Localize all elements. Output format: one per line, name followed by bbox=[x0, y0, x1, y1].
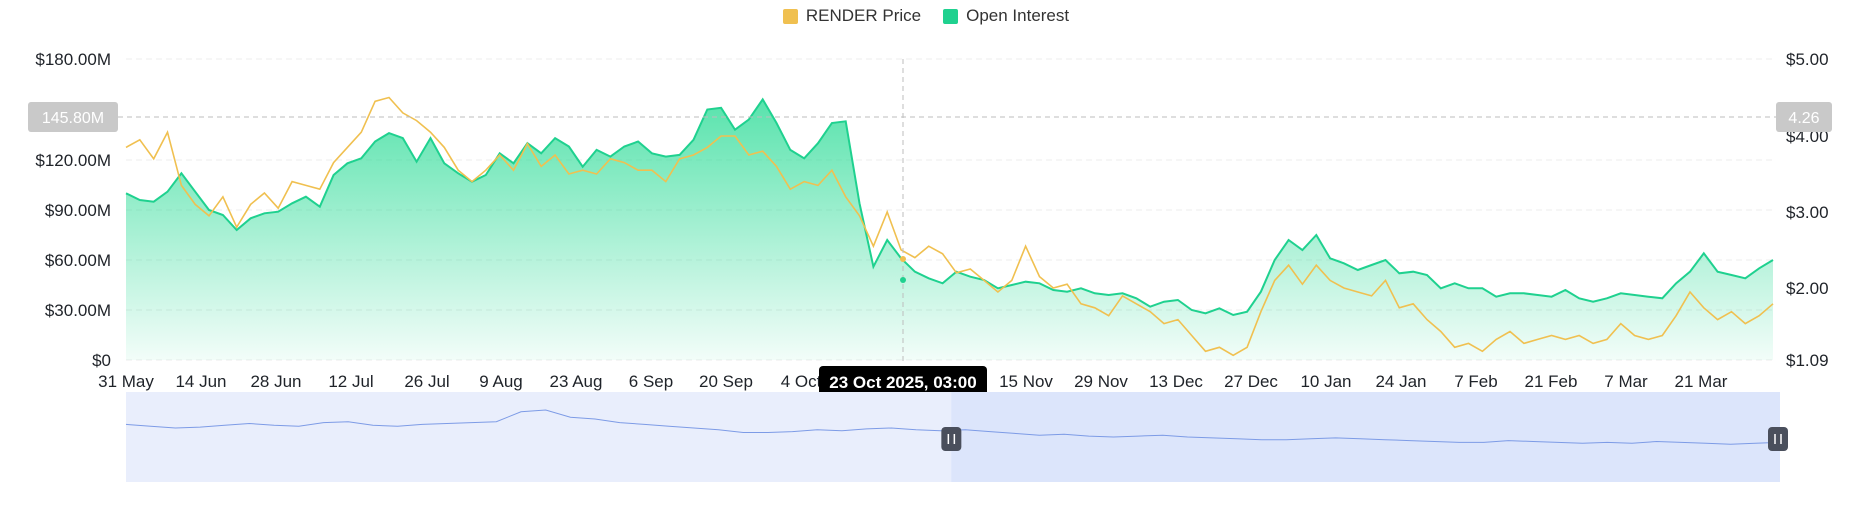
legend-item-price[interactable]: RENDER Price bbox=[782, 6, 922, 26]
x-axis-tick-label: 20 Sep bbox=[699, 372, 753, 391]
navigator-right-handle[interactable] bbox=[1768, 427, 1788, 451]
x-axis-tick-label: 23 Aug bbox=[550, 372, 603, 391]
left-crosshair-badge: 145.80M bbox=[28, 102, 118, 132]
navigator-selected-range bbox=[951, 392, 1780, 482]
navigator-left-handle[interactable] bbox=[941, 427, 962, 451]
x-axis-tick-label: 10 Jan bbox=[1300, 372, 1351, 391]
render-price-line bbox=[125, 96, 1774, 357]
x-axis-tick-label: 7 Mar bbox=[1604, 372, 1648, 391]
x-axis-tick-label: 29 Nov bbox=[1074, 372, 1128, 391]
date-tooltip: 23 Oct 2025, 03:00 bbox=[819, 366, 987, 398]
x-axis-tick-label: 27 Dec bbox=[1224, 372, 1278, 391]
left-axis-tick-label: $30.00M bbox=[45, 301, 111, 320]
range-navigator[interactable] bbox=[125, 392, 1788, 482]
x-axis-tick-label: 28 Jun bbox=[250, 372, 301, 391]
right-axis-tick-label: $3.00 bbox=[1786, 203, 1829, 222]
left-axis-tick-label: $60.00M bbox=[45, 251, 111, 270]
left-axis-tick-label: $120.00M bbox=[35, 151, 111, 170]
left-y-axis: $180.00M $120.00M $90.00M $60.00M $30.00M $0 bbox=[35, 50, 111, 370]
open-interest-line bbox=[125, 97, 1774, 317]
right-y-axis: $5.00$4.00$3.00$2.00$1.09 bbox=[1786, 50, 1829, 370]
legend-item-oi[interactable]: Open Interest bbox=[943, 6, 1069, 26]
x-axis-tick-label: 21 Feb bbox=[1525, 372, 1578, 391]
x-axis-tick-label: 6 Sep bbox=[629, 372, 673, 391]
x-axis-tick-label: 12 Jul bbox=[328, 372, 373, 391]
handle-grip bbox=[941, 427, 962, 451]
x-axis-tick-label: 26 Jul bbox=[404, 372, 449, 391]
legend-oi-label: Open Interest bbox=[966, 6, 1070, 25]
right-axis-tick-label: $2.00 bbox=[1786, 279, 1829, 298]
x-axis-tick-label: 24 Jan bbox=[1375, 372, 1426, 391]
left-axis-tick-label: $180.00M bbox=[35, 50, 111, 69]
left-axis-tick-label: $0 bbox=[92, 351, 111, 370]
x-axis-tick-label: 9 Aug bbox=[479, 372, 523, 391]
crosshair-price-point bbox=[900, 256, 906, 262]
date-tooltip-text: 23 Oct 2025, 03:00 bbox=[829, 373, 976, 392]
chart-legend: RENDER Price Open Interest bbox=[0, 6, 1852, 26]
x-axis: 31 May 14 Jun 28 Jun 12 Jul 26 Jul 9 Aug 23 Au… bbox=[98, 372, 1728, 391]
handle-grip bbox=[1768, 427, 1788, 451]
x-axis-tick-label: 13 Dec bbox=[1149, 372, 1203, 391]
right-badge-text: 4.26 bbox=[1788, 110, 1819, 127]
x-axis-tick-label: 4 Oct bbox=[781, 372, 822, 391]
x-axis-tick-label: 15 Nov bbox=[999, 372, 1053, 391]
price-swatch bbox=[782, 8, 798, 24]
right-crosshair-badge: 4.26 bbox=[1776, 102, 1832, 132]
x-axis-tick-label: 7 Feb bbox=[1454, 372, 1497, 391]
crosshair-oi-point bbox=[900, 277, 906, 283]
x-axis-tick-label: 21 Mar bbox=[1675, 372, 1728, 391]
open-interest-area bbox=[126, 99, 1773, 361]
left-axis-tick-label: $90.00M bbox=[45, 201, 111, 220]
right-axis-tick-label: $5.00 bbox=[1786, 50, 1829, 69]
right-axis-tick-label: $1.09 bbox=[1786, 351, 1829, 370]
crosshair: 145.80M 4.26 23 Oct 2025, 03:00 bbox=[28, 59, 1832, 398]
oi-swatch bbox=[943, 8, 959, 24]
x-axis-tick-label: 31 May bbox=[98, 372, 154, 391]
left-badge-text: 145.80M bbox=[42, 110, 104, 127]
legend-price-label: RENDER Price bbox=[805, 6, 922, 25]
x-axis-tick-label: 14 Jun bbox=[175, 372, 226, 391]
